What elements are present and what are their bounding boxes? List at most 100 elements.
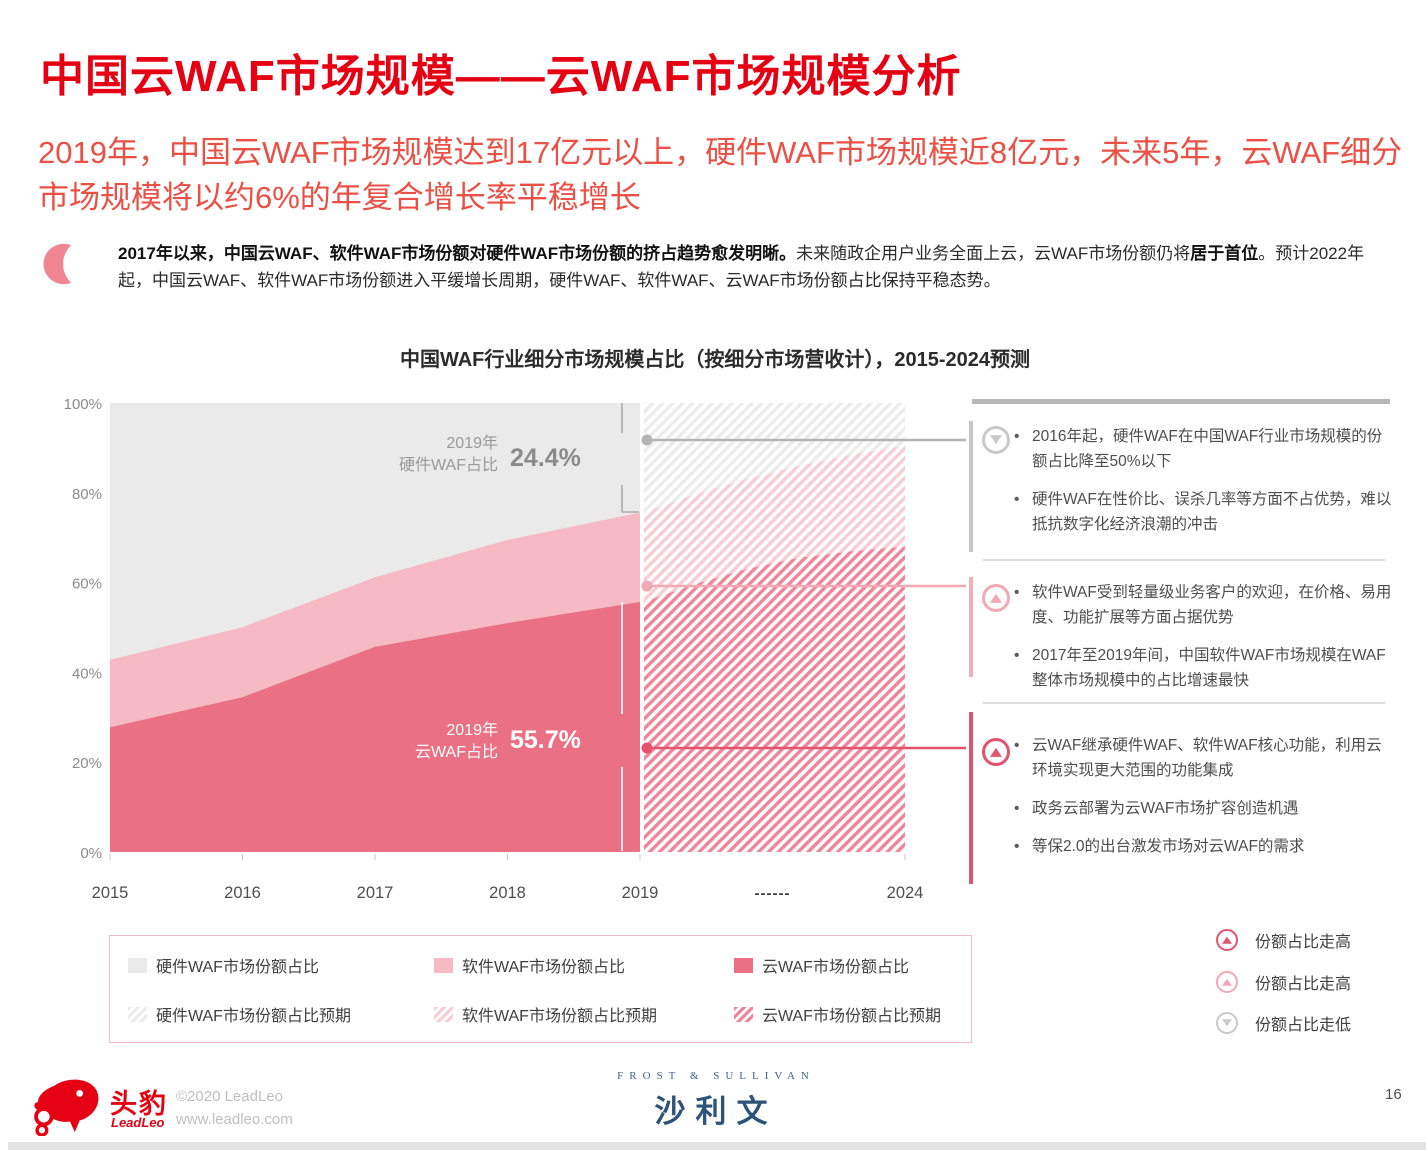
bullet-text: 2017年至2019年间，中国软件WAF市场规模在WAF整体市场规模中的占比增速… — [1032, 647, 1386, 689]
y-axis-tick: 60% — [72, 576, 102, 593]
page-subtitle: 2019年，中国云WAF市场规模达到17亿元以上，硬件WAF市场规模近8亿元，未… — [38, 135, 1403, 215]
page-number: 16 — [1385, 1086, 1402, 1103]
legend-item-software-forecast: 软件WAF市场份额占比预期 — [434, 1002, 657, 1026]
hardware-connector-dot — [641, 434, 653, 446]
bullet-text: 2016年起，硬件WAF在中国WAF行业市场规模的份额占比降至50%以下 — [1032, 428, 1383, 470]
area-software-forecast — [644, 445, 905, 602]
y-axis-tick: 20% — [72, 755, 102, 772]
x-axis-tick: 2018 — [489, 884, 526, 902]
list-item: 硬件WAF在性价比、误杀几率等方面不占优势，难以抵抗数字化经济浪潮的冲击 — [1014, 487, 1392, 537]
y-axis-tick: 40% — [72, 665, 102, 682]
area-hardware-solid — [110, 403, 640, 660]
trend-down-icon — [982, 426, 1010, 454]
bullet-icon — [1014, 487, 1032, 537]
legend-label: 软件WAF市场份额占比 — [462, 959, 625, 976]
legend-item-hardware: 硬件WAF市场份额占比 — [128, 953, 319, 977]
bullet-icon — [1014, 580, 1032, 630]
market-share-stacked-area-chart: 0% 20% 40% 60% 80% 100% 2015 2016 2017 2018 2019 --… — [64, 396, 966, 902]
cloud-annotation-label: 云WAF占比 — [415, 743, 498, 761]
trend-down-icon — [1216, 1012, 1238, 1034]
hardware-section-bar — [969, 421, 973, 552]
legend-label: 软件WAF市场份额占比预期 — [462, 1008, 657, 1025]
chart-areas — [110, 403, 905, 852]
trend-up-icon — [1216, 971, 1238, 993]
y-axis-tick: 0% — [80, 845, 102, 862]
cloud-swatch-icon — [734, 957, 753, 973]
legend-label: 硬件WAF市场份额占比预期 — [156, 1008, 351, 1025]
hardware-insights: 2016年起，硬件WAF在中国WAF行业市场规模的份额占比降至50%以下 硬件W… — [1014, 424, 1392, 550]
area-cloud-forecast — [644, 546, 905, 852]
intro-segment: 。预计2022年起，中国云WAF、软件WAF市场份额进入平缓增长周期，硬件WAF… — [118, 244, 1365, 290]
y-axis-tick: 100% — [64, 396, 102, 413]
cloud-annotation-value: 55.7% — [510, 726, 581, 754]
intro-segment: 2017年以来，中国云WAF、软件WAF市场份额对硬件WAF市场份额的挤占趋势愈… — [118, 244, 797, 263]
bullet-icon — [1014, 643, 1032, 693]
panel-separator — [983, 702, 1385, 704]
trend-legend-label: 份额占比走高 — [1255, 934, 1352, 951]
x-axis-tick: 2024 — [887, 884, 924, 902]
software-section-bar — [969, 577, 973, 677]
trend-legend-label: 份额占比走低 — [1255, 1017, 1352, 1034]
legend-label: 云WAF市场份额占比预期 — [762, 1008, 941, 1025]
cloud-hatch-swatch-icon — [734, 1006, 753, 1022]
website-link: www.leadleo.com — [176, 1111, 293, 1128]
bullet-text: 政务云部署为云WAF市场扩容创造机遇 — [1032, 800, 1299, 817]
chart-axes: 0% 20% 40% 60% 80% 100% 2015 2016 2017 2018 2019 --… — [64, 396, 924, 902]
cloud-section-bar — [969, 712, 973, 884]
hardware-swatch-icon — [128, 957, 147, 973]
bullet-icon — [1014, 733, 1032, 783]
chart-title: 中国WAF行业细分市场规模占比（按细分市场营收计），2015-2024预测 — [399, 349, 1031, 371]
trend-up-icon — [1216, 929, 1238, 951]
cloud-annotation-year: 2019年 — [446, 721, 498, 739]
brand-name-en: LeadLeo — [111, 1115, 165, 1130]
partner-name-cn: 沙利文 — [654, 1094, 778, 1129]
cloud-insights: 云WAF继承硬件WAF、软件WAF核心功能，利用云环境实现更大范围的功能集成 政… — [1014, 733, 1392, 872]
y-axis-tick: 80% — [72, 486, 102, 503]
bullet-text: 云WAF继承硬件WAF、软件WAF核心功能，利用云环境实现更大范围的功能集成 — [1032, 737, 1382, 779]
panel-top-divider — [972, 399, 1390, 404]
hardware-hatch-swatch-icon — [128, 1006, 147, 1022]
hardware-annotation-value: 24.4% — [510, 444, 581, 472]
intro-segment: 居于首位 — [1190, 244, 1259, 263]
bullet-text: 等保2.0的出台激发市场对云WAF的需求 — [1032, 838, 1305, 855]
legend-label: 硬件WAF市场份额占比 — [156, 959, 319, 976]
chart-legend: 硬件WAF市场份额占比 软件WAF市场份额占比 云WAF市场份额占比 硬件WAF… — [109, 935, 972, 1043]
cloud-connector-dot — [641, 742, 653, 754]
partner-name-en: FROST & SULLIVAN — [617, 1070, 815, 1082]
software-connector-dot — [641, 580, 653, 592]
trend-legend-item: 份额占比走低 — [1216, 1011, 1351, 1035]
x-axis-tick: 2016 — [224, 884, 261, 902]
legend-label: 云WAF市场份额占比 — [762, 959, 909, 976]
bullet-icon — [1014, 424, 1032, 474]
copyright-text: ©2020 LeadLeo — [176, 1088, 283, 1105]
page-title: 中国云WAF市场规模——云WAF市场规模分析 — [40, 52, 962, 101]
trend-legend-label: 份额占比走高 — [1255, 976, 1352, 993]
list-item: 等保2.0的出台激发市场对云WAF的需求 — [1014, 834, 1392, 859]
bullet-icon — [1014, 834, 1032, 859]
footer-divider — [8, 1142, 1426, 1150]
intro-paragraph: 2017年以来，中国云WAF、软件WAF市场份额对硬件WAF市场份额的挤占趋势愈… — [118, 240, 1386, 294]
legend-item-hardware-forecast: 硬件WAF市场份额占比预期 — [128, 1002, 351, 1026]
hardware-annotation-year: 2019年 — [446, 434, 498, 452]
bullet-icon — [1014, 796, 1032, 821]
hardware-annotation-label: 硬件WAF占比 — [399, 456, 498, 474]
list-item: 政务云部署为云WAF市场扩容创造机遇 — [1014, 796, 1392, 821]
list-item: 软件WAF受到轻量级业务客户的欢迎，在价格、易用度、功能扩展等方面占据优势 — [1014, 580, 1392, 630]
brand-name-cn: 头豹 — [110, 1089, 168, 1119]
list-item: 2016年起，硬件WAF在中国WAF行业市场规模的份额占比降至50%以下 — [1014, 424, 1392, 474]
bullet-text: 软件WAF受到轻量级业务客户的欢迎，在价格、易用度、功能扩展等方面占据优势 — [1032, 584, 1392, 626]
quote-mark-icon — [43, 243, 72, 285]
x-axis-tick: 2019 — [622, 884, 659, 902]
software-swatch-icon — [434, 957, 453, 973]
area-hardware-forecast — [644, 403, 905, 513]
legend-item-software: 软件WAF市场份额占比 — [434, 953, 625, 977]
trend-up-icon — [982, 584, 1010, 612]
x-axis-tick: 2017 — [357, 884, 394, 902]
software-hatch-swatch-icon — [434, 1006, 453, 1022]
list-item: 云WAF继承硬件WAF、软件WAF核心功能，利用云环境实现更大范围的功能集成 — [1014, 733, 1392, 783]
panel-separator — [983, 559, 1385, 561]
trend-legend-item: 份额占比走高 — [1216, 928, 1351, 952]
intro-segment: 未来随政企用户业务全面上云，云WAF市场份额仍将 — [796, 244, 1191, 263]
trend-legend-item: 份额占比走高 — [1216, 970, 1351, 994]
